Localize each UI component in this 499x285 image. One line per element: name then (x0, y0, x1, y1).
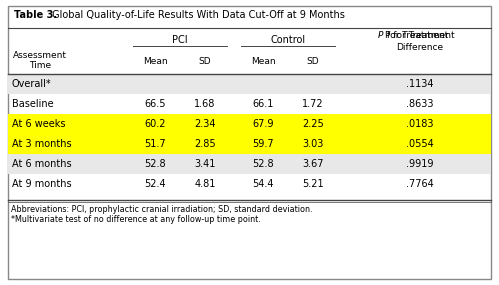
Bar (8, 114, 491, 134)
Text: .0183: .0183 (406, 119, 434, 129)
Text: 54.4: 54.4 (252, 179, 274, 189)
Text: 4.81: 4.81 (194, 179, 216, 189)
Text: .1134: .1134 (406, 79, 434, 89)
Text: 2.25: 2.25 (302, 119, 324, 129)
Text: P: P (378, 32, 383, 40)
Text: 2.34: 2.34 (194, 119, 216, 129)
Text: Table 3.: Table 3. (14, 10, 57, 20)
Text: .7764: .7764 (406, 179, 434, 189)
Text: Mean: Mean (143, 58, 167, 66)
Text: for Treatment: for Treatment (384, 32, 448, 40)
Text: 67.9: 67.9 (252, 119, 274, 129)
Text: 3.67: 3.67 (302, 159, 324, 169)
Text: Mean: Mean (250, 58, 275, 66)
Text: 52.4: 52.4 (144, 179, 166, 189)
Text: 66.5: 66.5 (144, 99, 166, 109)
Text: 5.21: 5.21 (302, 179, 324, 189)
Text: 52.8: 52.8 (144, 159, 166, 169)
Text: 60.2: 60.2 (144, 119, 166, 129)
Text: 66.1: 66.1 (252, 99, 273, 109)
Text: .9919: .9919 (406, 159, 434, 169)
Text: 52.8: 52.8 (252, 159, 274, 169)
Text: Baseline: Baseline (12, 99, 53, 109)
Text: Global Quality-of-Life Results With Data Cut-Off at 9 Months: Global Quality-of-Life Results With Data… (49, 10, 345, 20)
Text: Difference: Difference (396, 44, 444, 52)
Text: .8633: .8633 (406, 99, 434, 109)
Text: 59.7: 59.7 (252, 139, 274, 149)
Text: 51.7: 51.7 (144, 139, 166, 149)
Text: At 3 months: At 3 months (12, 139, 72, 149)
Text: 3.41: 3.41 (194, 159, 216, 169)
Text: P for Treatment: P for Treatment (385, 32, 455, 40)
Text: PCI: PCI (172, 35, 188, 45)
Text: 1.68: 1.68 (194, 99, 216, 109)
Text: Control: Control (270, 35, 305, 45)
Text: SD: SD (307, 58, 319, 66)
Bar (8, 154, 491, 174)
Bar (8, 134, 491, 154)
Bar (8, 114, 491, 134)
Bar (8, 74, 491, 94)
Text: 1.72: 1.72 (302, 99, 324, 109)
Text: Time: Time (29, 62, 51, 70)
Text: 2.85: 2.85 (194, 139, 216, 149)
Text: .0554: .0554 (406, 139, 434, 149)
Text: At 9 months: At 9 months (12, 179, 72, 189)
Text: *Multivariate test of no difference at any follow-up time point.: *Multivariate test of no difference at a… (11, 215, 261, 225)
Text: 3.03: 3.03 (302, 139, 324, 149)
Text: Overall*: Overall* (12, 79, 51, 89)
Text: At 6 weeks: At 6 weeks (12, 119, 65, 129)
Text: Assessment: Assessment (13, 52, 67, 60)
Text: At 6 months: At 6 months (12, 159, 72, 169)
Text: SD: SD (199, 58, 211, 66)
Text: Abbreviations: PCI, prophylactic cranial irradiation; SD, standard deviation.: Abbreviations: PCI, prophylactic cranial… (11, 205, 312, 215)
